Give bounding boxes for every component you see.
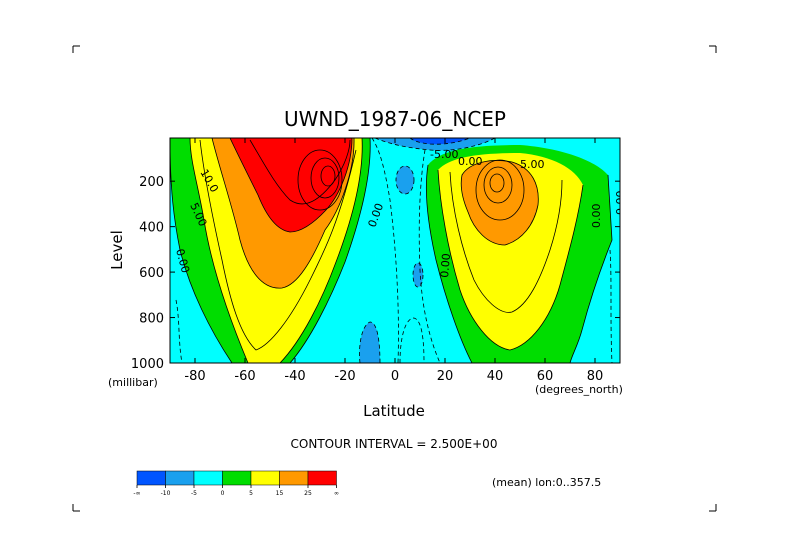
y-tick-label-0: 200 <box>139 175 164 190</box>
x-tick-label-7: 60 <box>537 369 554 384</box>
easterly-pockets <box>359 138 495 363</box>
x-tick-label-5: 20 <box>437 369 454 384</box>
band-25-plus <box>230 138 352 232</box>
colorbar-swatch-4 <box>250 470 280 486</box>
pocket-top-core <box>410 138 470 145</box>
colorbar-label-6: 25 <box>304 490 312 497</box>
contours-negative <box>175 138 613 363</box>
y-tick-label-3: 800 <box>139 312 164 327</box>
pocket-mid <box>413 263 423 287</box>
y-axis: 200 400 600 800 1000 <box>131 175 620 372</box>
colorbar: -∞ -10 -5 0 5 15 25 ∞ <box>133 470 339 497</box>
colorbar-label-4: 5 <box>249 490 253 497</box>
contours-north <box>426 159 613 363</box>
x-tick-label-6: 40 <box>487 369 504 384</box>
subset-text: (mean) lon:0..357.5 <box>492 476 601 489</box>
colorbar-label-0: -∞ <box>133 490 140 497</box>
contour-label-4: 5.00 <box>520 158 545 171</box>
colorbar-label-7: ∞ <box>334 490 339 497</box>
y-axis-label: Level <box>108 230 126 270</box>
colorbar-label-5: 15 <box>276 490 284 497</box>
colorbar-swatch-0 <box>136 470 166 486</box>
x-tick-label-1: -60 <box>234 369 255 384</box>
x-tick-label-0: -80 <box>184 369 205 384</box>
y-tick-label-1: 400 <box>139 221 164 236</box>
x-tick-label-8: 80 <box>587 369 604 384</box>
y-unit-label: (millibar) <box>108 376 158 389</box>
pocket-top <box>375 138 495 151</box>
chart-title: UWND_1987-06_NCEP <box>284 107 506 131</box>
colorbar-label-2: -5 <box>191 490 197 497</box>
pocket-lower <box>359 322 380 363</box>
colorbar-swatch-5 <box>279 470 309 486</box>
colorbar-label-3: 0 <box>221 490 225 497</box>
contour-label-9: -5.00 <box>430 148 458 161</box>
corner-marks <box>72 45 717 512</box>
contour-interval-text: CONTOUR INTERVAL = 2.500E+00 <box>291 437 498 451</box>
x-axis: -80 -60 -40 -20 0 20 40 60 80 <box>184 138 603 384</box>
x-axis-label: Latitude <box>363 402 425 420</box>
contour-label-5: 0.00 <box>590 204 603 229</box>
x-tick-label-4: 0 <box>391 369 399 384</box>
southern-jet <box>170 138 371 363</box>
plot-area: 10.0 5.00 0.00 5.00 0.00 0.00 0.00 0.00 … <box>170 138 627 363</box>
contour-label-10: 0.00 <box>458 155 483 168</box>
x-unit-label: (degrees_north) <box>535 383 623 396</box>
colorbar-label-1: -10 <box>161 490 171 497</box>
x-tick-label-2: -40 <box>284 369 305 384</box>
y-tick-label-2: 600 <box>139 266 164 281</box>
contour-label-7: 0.00 <box>438 253 453 279</box>
colorbar-swatch-2 <box>193 470 223 486</box>
contour-label-3: 0.00 <box>173 247 192 274</box>
colorbar-swatch-3 <box>222 470 252 486</box>
colorbar-swatch-6 <box>307 470 337 486</box>
contour-label-6: 0.00 <box>614 191 627 216</box>
pocket-upper <box>396 166 414 194</box>
y-tick-label-4: 1000 <box>131 357 164 372</box>
colorbar-swatch-1 <box>165 470 195 486</box>
x-tick-label-3: -20 <box>334 369 355 384</box>
